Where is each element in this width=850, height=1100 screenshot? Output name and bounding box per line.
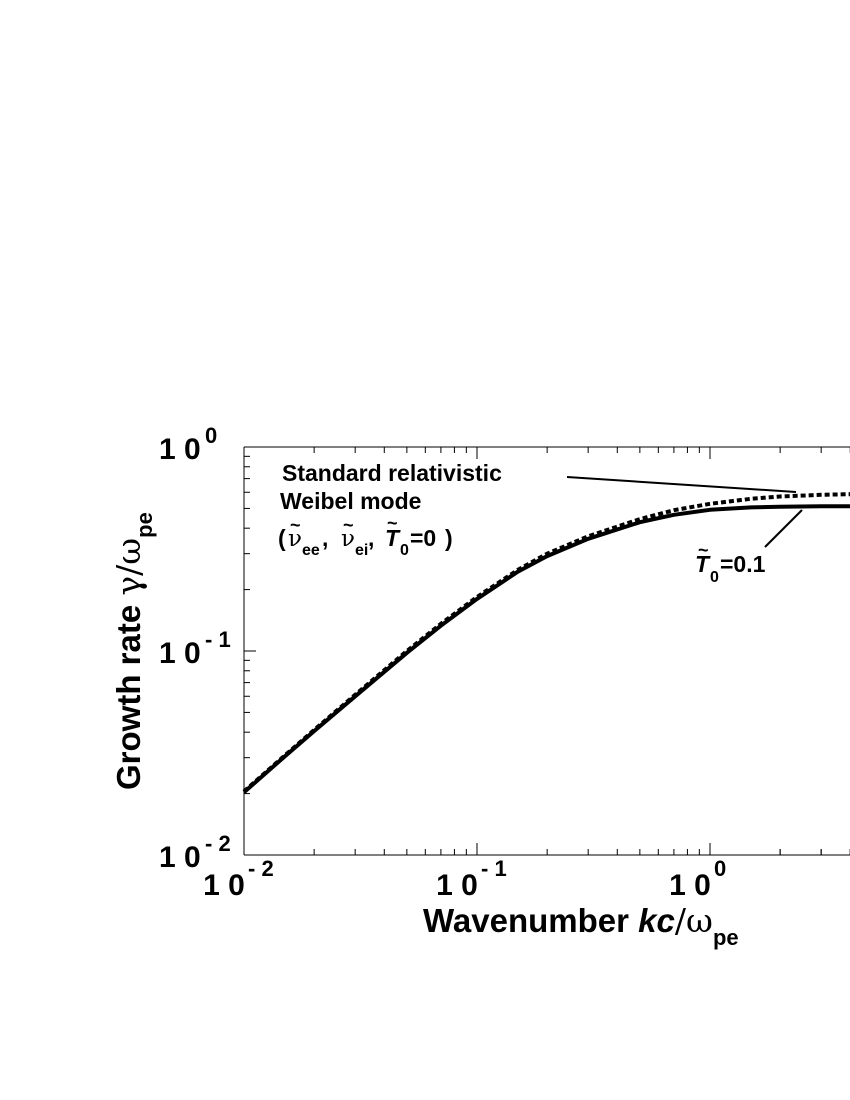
- x-tick-exponent: 0: [714, 856, 726, 881]
- svg-text:~: ~: [343, 515, 354, 535]
- x-tick-label: 1 0: [203, 869, 245, 902]
- x-axis-ticks: 1 0- 21 0- 11 00: [203, 447, 850, 902]
- svg-text:): ): [445, 525, 453, 551]
- svg-text:0: 0: [400, 542, 409, 559]
- svg-text:=0.1: =0.1: [720, 551, 766, 577]
- y-tick-exponent: - 2: [205, 831, 231, 856]
- svg-text:ei: ei: [355, 542, 368, 559]
- y-tick-label: 1 0: [159, 433, 201, 466]
- series-line-solid: [242, 504, 850, 794]
- svg-text:(: (: [278, 525, 286, 551]
- svg-text:ν: ν: [341, 526, 355, 552]
- svg-text:T: T: [385, 525, 401, 551]
- svg-text:~: ~: [387, 513, 398, 533]
- x-tick-exponent: - 2: [248, 856, 274, 881]
- series-line-dashed: [242, 492, 850, 793]
- y-tick-exponent: - 1: [205, 627, 231, 652]
- solid-series-leader: [764, 509, 803, 548]
- x-tick-label: 1 0: [436, 869, 478, 902]
- x-tick-label: 1 0: [669, 869, 711, 902]
- svg-text:0: 0: [710, 569, 719, 586]
- y-tick-label: 1 0: [159, 841, 201, 874]
- svg-text:ν: ν: [288, 526, 302, 552]
- x-axis-title: Wavenumber kc/ωpe: [423, 901, 739, 950]
- dashed-series-leader: [566, 476, 797, 493]
- solid-series-label: ~ T 0 =0.1: [695, 540, 766, 586]
- series-lines: [242, 492, 850, 794]
- svg-text:,: ,: [322, 525, 328, 551]
- dashed-series-label-line2: Weibel mode: [280, 488, 421, 514]
- svg-text:~: ~: [698, 540, 709, 560]
- y-tick-label: 1 0: [159, 637, 201, 670]
- svg-text:ee: ee: [302, 542, 320, 559]
- dashed-series-params: ( ~ ν ee , ~ ν ei , ~ T 0 =0 ): [278, 513, 453, 559]
- x-tick-exponent: - 1: [481, 856, 507, 881]
- y-axis-title: Growth rate γ/ωpe: [109, 512, 157, 790]
- svg-text:=0: =0: [410, 525, 436, 551]
- dashed-series-label-line1: Standard relativistic: [282, 460, 502, 486]
- svg-text:T: T: [695, 551, 711, 577]
- svg-text:,: ,: [368, 525, 374, 551]
- svg-text:~: ~: [290, 515, 301, 535]
- y-tick-exponent: 0: [205, 423, 217, 448]
